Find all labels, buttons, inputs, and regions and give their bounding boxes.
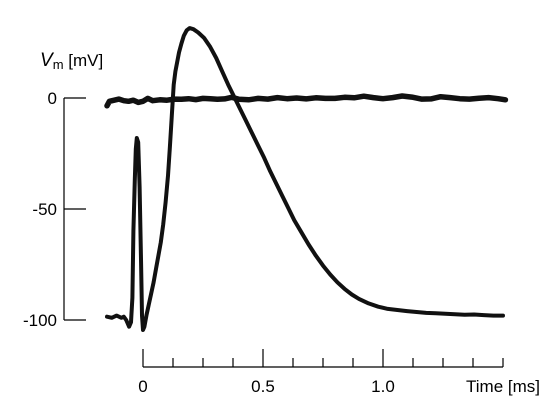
y-tick-label: -100 [23, 311, 57, 330]
y-axis: 0 -50 -100 [23, 89, 86, 330]
x-axis-label: Time [ms] [466, 377, 540, 396]
y-tick-label: -50 [32, 200, 57, 219]
y-axis-label: Vm [mV] [40, 50, 103, 72]
y-axis-label-symbol: V [40, 50, 55, 71]
x-tick-label: 1.0 [371, 377, 395, 396]
y-axis-label-unit: [mV] [64, 51, 104, 70]
x-tick-label: 0.5 [251, 377, 275, 396]
y-axis-label-subscript: m [53, 57, 64, 72]
baseline-trace [104, 93, 509, 109]
x-tick-label: 0 [138, 377, 147, 396]
action-potential-trace [105, 26, 505, 332]
traces [104, 26, 509, 332]
x-axis: 0 0.5 1.0 [138, 349, 504, 396]
y-tick-label: 0 [48, 89, 57, 108]
